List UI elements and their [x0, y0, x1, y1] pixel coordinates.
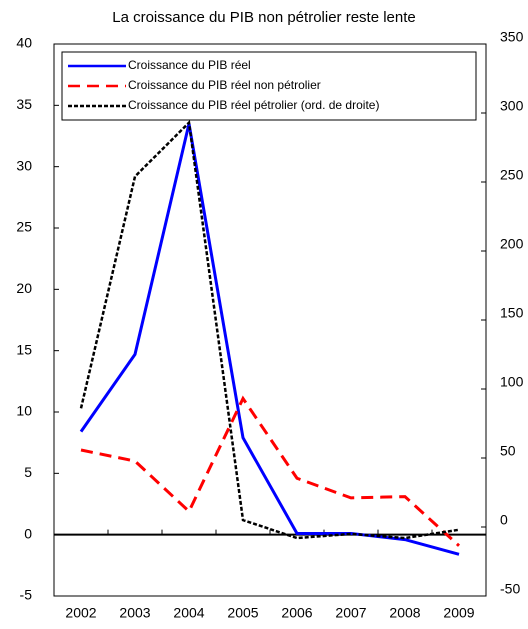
x-tick-label: 2002 — [65, 605, 96, 621]
y-tick-label: 10 — [16, 403, 32, 419]
y2-tick-label: 0 — [500, 512, 508, 528]
y2-tick-label: 300 — [500, 98, 524, 114]
y-tick-label: 20 — [16, 280, 32, 296]
legend-box — [61, 51, 477, 121]
y2-tick-label: 150 — [500, 305, 524, 321]
y2-tick-label: 350 — [500, 29, 524, 45]
legend-label: Croissance du PIB réel pétrolier (ord. d… — [128, 98, 379, 112]
y-tick-label: 5 — [24, 464, 32, 480]
y-tick-label: 30 — [16, 157, 32, 173]
y2-tick-label: 100 — [500, 374, 524, 390]
legend-label: Croissance du PIB réel non pétrolier — [128, 78, 321, 92]
y-tick-label: 35 — [16, 96, 32, 112]
y-tick-label: 25 — [16, 219, 32, 235]
y2-tick-label: 200 — [500, 236, 524, 252]
y2-tick-label: 250 — [500, 167, 524, 183]
x-tick-label: 2004 — [173, 605, 204, 621]
y-tick-label: 40 — [16, 35, 32, 51]
y2-tick-label: -50 — [500, 581, 520, 597]
x-tick-label: 2003 — [119, 605, 150, 621]
legend-label: Croissance du PIB réel — [128, 58, 251, 72]
y-tick-label: 15 — [16, 341, 32, 357]
series-line — [79, 123, 460, 556]
y-tick-label: -5 — [20, 587, 33, 603]
chart-title: La croissance du PIB non pétrolier reste… — [112, 9, 416, 26]
y2-tick-label: 50 — [500, 443, 516, 459]
y-tick-label: 0 — [24, 525, 32, 541]
x-tick-label: 2008 — [389, 605, 420, 621]
series-line — [79, 119, 460, 540]
series-line — [80, 395, 461, 547]
x-tick-label: 2007 — [335, 605, 366, 621]
x-tick-label: 2009 — [443, 605, 474, 621]
x-tick-label: 2005 — [227, 605, 258, 621]
x-tick-label: 2006 — [281, 605, 312, 621]
